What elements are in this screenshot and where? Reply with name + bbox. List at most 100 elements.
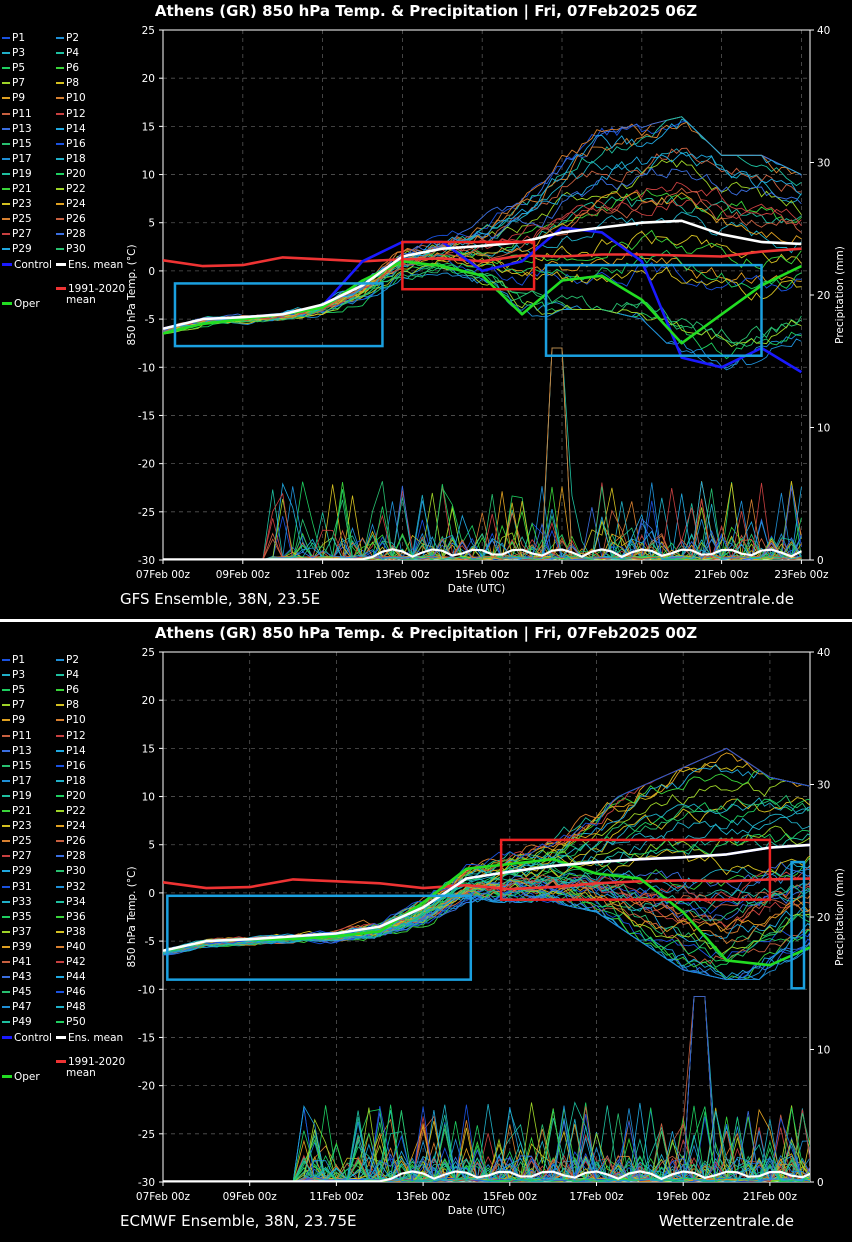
legend-entry: P8	[56, 699, 79, 711]
y-tick-label: 15	[142, 121, 155, 133]
legend-label: P11	[12, 107, 32, 120]
legend-label: P22	[66, 183, 86, 195]
x-tick-label: 19Feb 00z	[615, 569, 670, 581]
legend-swatch	[56, 991, 64, 994]
ens-mean-line	[163, 219, 802, 330]
legend-swatch	[2, 749, 10, 752]
legend-swatch	[2, 82, 10, 85]
legend-swatch	[56, 794, 64, 797]
legend-label: P1	[12, 32, 26, 44]
legend-label: P10	[66, 714, 86, 727]
legend-swatch	[56, 961, 64, 963]
legend-label: 1991-2020	[68, 1055, 126, 1068]
ens-mean-precip-line	[163, 548, 802, 560]
x-tick-label: 21Feb 00z	[695, 569, 750, 581]
legend-swatch	[2, 659, 10, 661]
member-precip-line	[163, 1105, 810, 1182]
legend-label: P27	[12, 850, 32, 863]
legend-entry: P41	[2, 956, 32, 968]
legend-swatch	[56, 749, 64, 752]
legend-label: P16	[66, 759, 86, 772]
y-axis-label: 850 hPa Temp. (°C)	[126, 244, 138, 345]
legend-swatch	[2, 855, 10, 858]
legend-label: P46	[66, 986, 86, 999]
member-precip-line	[163, 996, 810, 1182]
legend-label: P29	[12, 243, 32, 256]
legend-swatch	[2, 1006, 10, 1009]
legend-entry: P1	[2, 654, 25, 666]
legend-label: P14	[66, 744, 86, 757]
legend-label: P32	[66, 880, 86, 893]
legend-label: P8	[66, 77, 80, 90]
legend-entry: P21	[2, 805, 32, 817]
x-tick-label: 15Feb 00z	[455, 569, 510, 581]
legend-label: 1991-2020	[68, 282, 126, 295]
legend-label: P1	[12, 654, 26, 666]
legend-label: P17	[12, 774, 32, 787]
y2-tick-label: 10	[817, 1045, 830, 1057]
ecmwf-panel: Athens (GR) 850 hPa Temp. & Precipitatio…	[0, 622, 852, 1242]
x-axis-label: Date (UTC)	[448, 1205, 505, 1217]
legend-entry: P13	[2, 123, 32, 135]
legend-entry: P29	[2, 865, 32, 877]
legend-entry: P27	[2, 850, 32, 862]
y-tick-label: 20	[142, 73, 155, 85]
legend-entry: P31	[2, 881, 32, 893]
legend-entry: P4	[56, 669, 79, 681]
legend-swatch	[56, 37, 64, 39]
legend-label: P37	[12, 925, 32, 938]
legend-entry: P30	[56, 865, 86, 877]
legend-label: P23	[12, 198, 32, 211]
plot-frame	[162, 651, 811, 1183]
legend-swatch	[2, 764, 10, 767]
chart-title: Athens (GR) 850 hPa Temp. & Precipitatio…	[154, 624, 698, 642]
model-label: ECMWF Ensemble, 38N, 23.75E	[120, 1212, 357, 1230]
legend-swatch	[56, 1060, 66, 1064]
legend-swatch	[56, 825, 64, 828]
y-tick-label: 25	[142, 25, 155, 37]
legend-swatch	[2, 97, 10, 100]
member-precip-line	[163, 1108, 810, 1182]
legend-label: Ens. mean	[68, 1031, 124, 1044]
legend-swatch	[2, 1075, 12, 1079]
legend-swatch	[2, 188, 10, 190]
legend-label: P2	[66, 32, 80, 44]
legend-swatch	[56, 157, 64, 160]
legend-label: P45	[12, 986, 32, 999]
legend-entry: P5	[2, 684, 25, 696]
legend-swatch	[56, 127, 64, 130]
legend-swatch	[56, 719, 64, 722]
legend-swatch	[2, 112, 10, 115]
legend-label: P19	[12, 789, 32, 802]
legend-label: mean	[66, 1066, 96, 1079]
legend-swatch	[2, 233, 10, 236]
legend-swatch	[2, 825, 10, 828]
legend-label: P13	[12, 744, 32, 757]
legend-label: P4	[66, 47, 80, 60]
legend-entry: P28	[56, 850, 86, 862]
legend-entry: P26	[56, 213, 86, 225]
legend-swatch	[2, 961, 10, 963]
member-precip-line	[163, 996, 810, 1182]
legend-label: P9	[12, 92, 26, 105]
y-tick-label: -20	[138, 1081, 155, 1093]
member-precip-line	[163, 1104, 810, 1182]
legend-swatch	[2, 991, 10, 994]
x-tick-label: 11Feb 00z	[296, 569, 351, 581]
legend-entry: P7	[2, 77, 25, 89]
legend-entry: P10	[56, 714, 86, 726]
source-label: Wetterzentrale.de	[658, 590, 794, 608]
legend-label: P26	[66, 213, 86, 226]
legend-swatch	[56, 840, 64, 843]
y2-axis-label: Precipitation (mm)	[834, 246, 846, 344]
legend-label: P40	[66, 940, 86, 953]
member-precip-line	[163, 996, 810, 1182]
legend-swatch	[2, 870, 10, 873]
legend-entry: P22	[56, 805, 86, 817]
legend-label: P12	[66, 729, 86, 742]
member-line	[163, 892, 810, 979]
y2-tick-label: 30	[817, 158, 830, 170]
member-line	[163, 762, 810, 952]
member-precip-line	[163, 1109, 810, 1182]
legend-label: P14	[66, 122, 86, 135]
